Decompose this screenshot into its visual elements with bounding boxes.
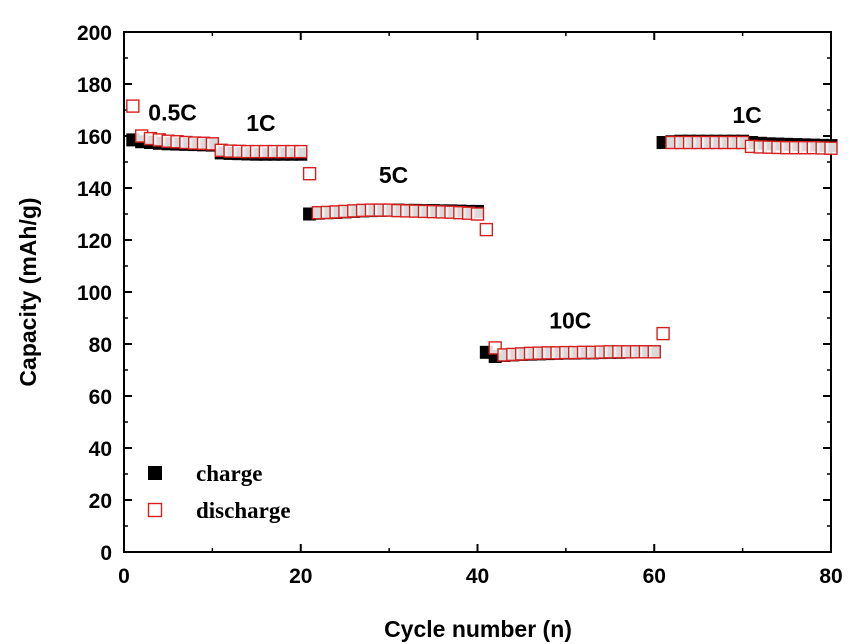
discharge-point bbox=[294, 144, 308, 159]
y-axis-title: Capacity (mAh/g) bbox=[15, 197, 41, 386]
y-tick-label: 140 bbox=[77, 178, 112, 201]
rate-label: 1C bbox=[732, 102, 761, 128]
x-tick-label: 80 bbox=[819, 565, 842, 588]
legend-charge-marker bbox=[148, 466, 162, 480]
x-tick-label: 60 bbox=[643, 565, 666, 588]
y-tick-label: 180 bbox=[77, 74, 112, 97]
y-tick-label: 100 bbox=[77, 282, 112, 305]
legend-charge-label: charge bbox=[196, 461, 262, 486]
discharge-point bbox=[470, 207, 485, 221]
legend-discharge-marker bbox=[147, 502, 163, 518]
y-tick-label: 160 bbox=[77, 126, 112, 149]
legend: charge discharge bbox=[147, 461, 291, 523]
discharge-point bbox=[479, 222, 494, 237]
rate-annotations: 0.5C 1C 5C 10C 1C bbox=[148, 99, 761, 333]
rate-label: 0.5C bbox=[148, 99, 197, 125]
y-tick-label: 40 bbox=[89, 438, 112, 461]
rate-label: 10C bbox=[549, 307, 591, 333]
discharge-point bbox=[656, 326, 670, 341]
discharge-series bbox=[126, 99, 838, 362]
x-tick-label: 0 bbox=[118, 565, 130, 588]
y-tick-label: 80 bbox=[89, 334, 112, 357]
charge-series bbox=[126, 133, 838, 363]
y-tick-label: 20 bbox=[89, 490, 112, 513]
rate-label: 1C bbox=[246, 110, 275, 136]
x-tick-label: 40 bbox=[466, 565, 489, 588]
y-tick-label: 200 bbox=[77, 22, 112, 45]
discharge-point bbox=[302, 166, 317, 181]
rate-label: 5C bbox=[379, 162, 408, 188]
y-tick-label: 60 bbox=[89, 386, 112, 409]
x-tick-label: 20 bbox=[289, 565, 312, 588]
tick-marks bbox=[123, 31, 832, 553]
discharge-point bbox=[647, 345, 661, 359]
y-tick-label: 120 bbox=[77, 230, 112, 253]
legend-discharge-label: discharge bbox=[196, 498, 291, 523]
discharge-point bbox=[126, 99, 140, 113]
x-axis-title: Cycle number (n) bbox=[384, 616, 572, 642]
discharge-point bbox=[824, 141, 838, 155]
y-tick-label: 0 bbox=[100, 542, 112, 565]
tick-labels: 0 20 40 60 80 0 20 40 60 80 100 120 140 160 180 200 bbox=[77, 22, 843, 588]
